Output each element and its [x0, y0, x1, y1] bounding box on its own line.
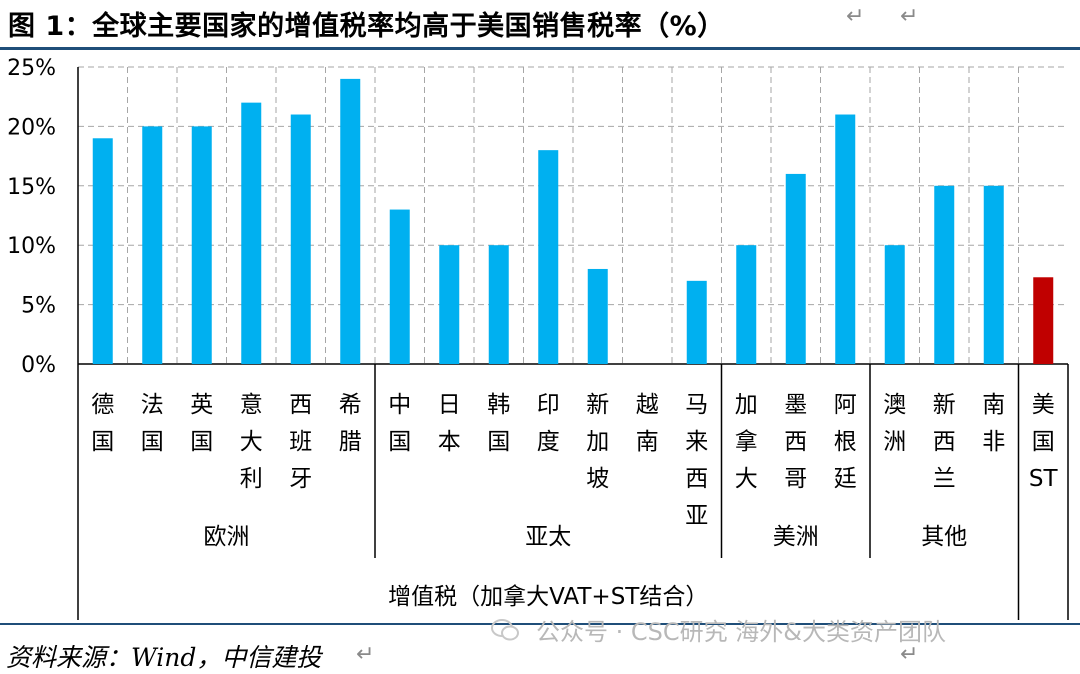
x-category-label: 中国	[388, 392, 411, 455]
footer-divider	[0, 623, 1080, 625]
bar	[884, 245, 905, 364]
bar	[538, 150, 559, 364]
x-category-label: 墨西哥	[784, 392, 807, 492]
source-note: 资料来源：Wind，中信建投	[6, 643, 322, 672]
x-category-label: 澳洲	[883, 392, 906, 455]
x-category-label: 英国	[190, 392, 213, 455]
group-label: 欧洲	[204, 524, 250, 550]
watermark: 公众号 · CSC研究 海外&大类资产团队	[536, 618, 946, 646]
title-bar: 图 1：全球主要国家的增值税率均高于美国销售税率（%） ↵ ↵	[0, 0, 1080, 44]
x-category-label: 韩国	[487, 392, 510, 455]
title-divider	[0, 47, 1080, 50]
supergroup-label: 增值税（加拿大VAT+ST结合）	[388, 583, 708, 610]
x-category-label: 法国	[141, 392, 164, 455]
x-category-label: 德国	[91, 392, 114, 455]
x-category-label: 美国 ST	[1029, 392, 1059, 492]
bar	[934, 185, 955, 364]
y-tick-label: 0%	[21, 353, 56, 378]
group-label: 其他	[921, 524, 967, 550]
bar-us-st	[1033, 277, 1054, 364]
return-mark-icon: ↵	[900, 4, 919, 29]
group-label: 美洲	[773, 524, 819, 550]
x-category-label: 南非	[982, 392, 1005, 455]
x-category-label: 加拿大	[735, 392, 758, 492]
group-label: 亚太	[525, 524, 571, 550]
x-category-label: 马来西亚	[685, 392, 708, 529]
x-category-label: 越南	[636, 392, 659, 455]
bar	[241, 102, 262, 364]
bar	[142, 126, 163, 365]
bar	[389, 209, 410, 364]
figure-title: 图 1：全球主要国家的增值税率均高于美国销售税率（%）	[8, 11, 725, 42]
return-mark-icon: ↵	[356, 642, 375, 667]
y-tick-label: 5%	[21, 294, 56, 319]
x-category-label: 阿根廷	[834, 392, 857, 492]
x-category-label: 新西兰	[933, 392, 956, 492]
return-mark-icon: ↵	[900, 642, 919, 667]
x-category-label: 印度	[537, 392, 560, 455]
x-category-label: 新加坡	[586, 392, 609, 492]
bar	[686, 280, 707, 364]
bar	[340, 78, 361, 364]
bar	[587, 268, 608, 364]
bar	[92, 138, 113, 364]
y-tick-label: 25%	[7, 56, 56, 81]
return-mark-icon: ↵	[846, 4, 865, 29]
x-category-label: 西班牙	[289, 392, 312, 492]
x-category-label: 希腊	[339, 392, 362, 455]
wechat-icon	[491, 619, 519, 641]
y-tick-label: 10%	[7, 234, 56, 259]
x-category-label: 意大利	[240, 392, 263, 492]
y-tick-label: 20%	[7, 115, 56, 140]
bar	[785, 173, 806, 364]
y-tick-label: 15%	[7, 175, 56, 200]
bar	[835, 114, 856, 365]
bar	[736, 245, 757, 364]
bar	[191, 126, 212, 365]
bar	[439, 245, 460, 364]
bar	[983, 185, 1004, 364]
bar	[488, 245, 509, 364]
x-category-label: 日本	[438, 392, 461, 455]
bar	[290, 114, 311, 365]
